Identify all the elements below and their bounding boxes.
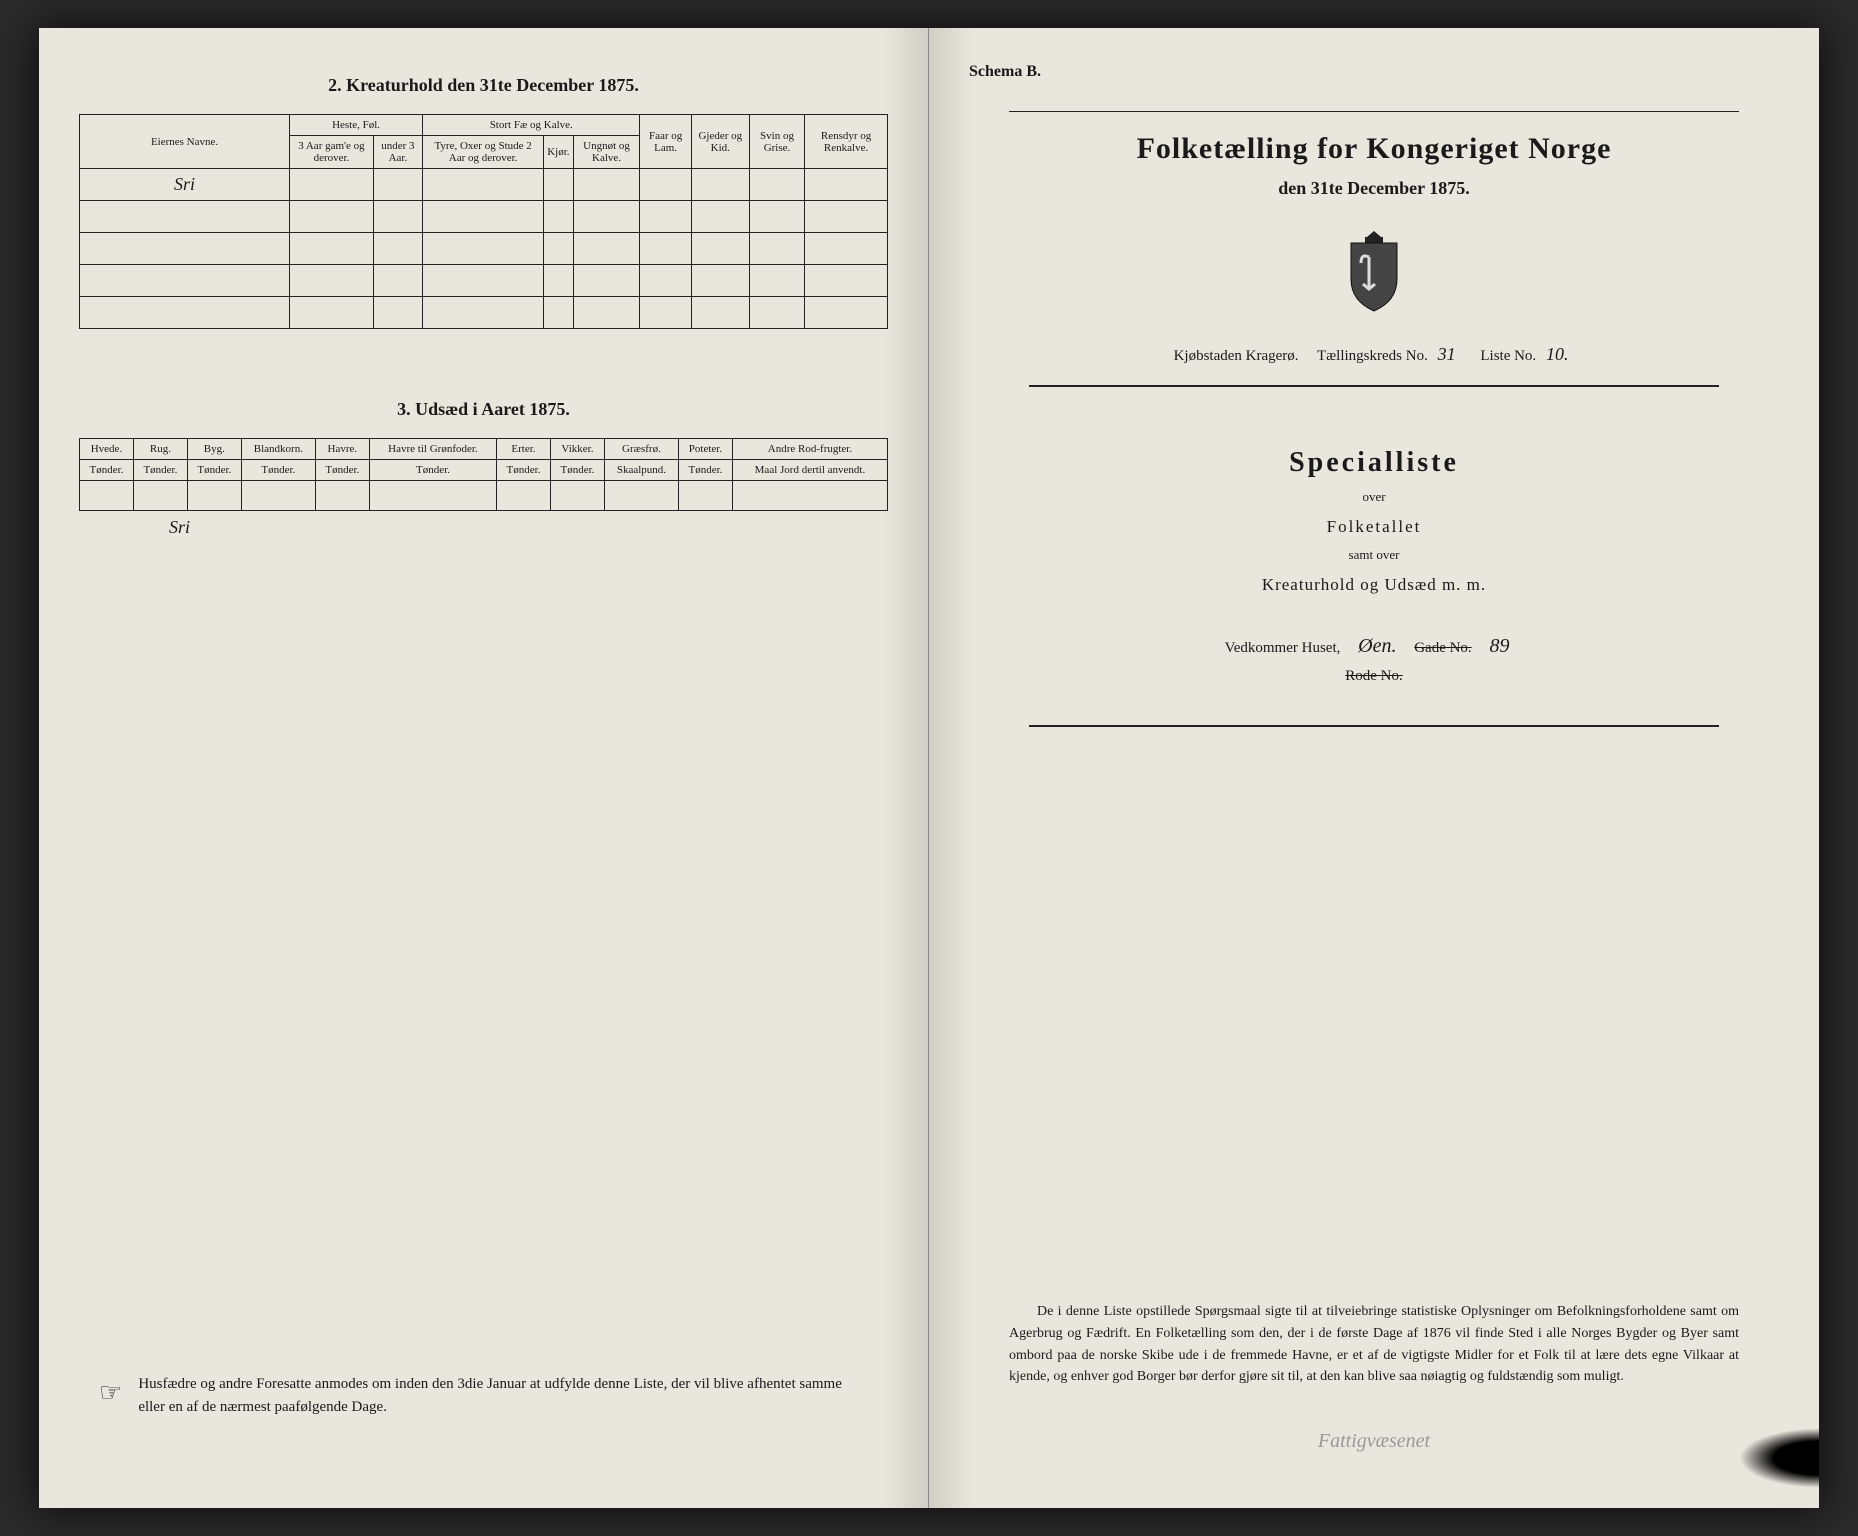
sub-c2: Kjør.	[544, 136, 573, 169]
th: Vikker.	[550, 439, 604, 460]
schema-label: Schema B.	[969, 63, 1779, 81]
th: Poteter.	[678, 439, 732, 460]
house-label: Vedkommer Huset,	[1225, 640, 1341, 656]
sub-c3: Ungnøt og Kalve.	[573, 136, 640, 169]
th: Tønder.	[497, 460, 551, 481]
owner-cell: Sri	[80, 169, 290, 201]
th: Tønder.	[133, 460, 187, 481]
livestock-table: Eiernes Navne. Heste, Føl. Stort Fæ og K…	[79, 114, 888, 329]
kreds-label: Tællingskreds No.	[1317, 348, 1428, 364]
units-row: Tønder. Tønder. Tønder. Tønder. Tønder. …	[80, 460, 888, 481]
section-3-title: 3. Udsæd i Aaret 1875.	[79, 399, 888, 420]
th: Tønder.	[187, 460, 241, 481]
footer-note: ☞ Husfædre og andre Foresatte anmodes om…	[99, 1373, 868, 1418]
th: Erter.	[497, 439, 551, 460]
rode-line: Rode No.	[969, 668, 1779, 685]
th: Rug.	[133, 439, 187, 460]
town-label: Kjøbstaden Kragerø.	[1174, 348, 1299, 364]
meta-line: Kjøbstaden Kragerø. Tællingskreds No. 31…	[969, 344, 1779, 365]
col-pigs: Svin og Grise.	[749, 115, 804, 169]
th: Havre til Grønfoder.	[369, 439, 496, 460]
kreatur-label: Kreaturhold og Udsæd m. m.	[969, 575, 1779, 595]
folketallet-label: Folketallet	[969, 517, 1779, 537]
gade-label: Gade No.	[1414, 640, 1471, 656]
over-label: over	[969, 489, 1779, 505]
footer-text: Husfædre og andre Foresatte anmodes om i…	[138, 1373, 868, 1418]
right-page: Schema B. Folketælling for Kongeriget No…	[929, 28, 1819, 1508]
col-owners: Eiernes Navne.	[80, 115, 290, 169]
section-2-title: 2. Kreaturhold den 31te December 1875.	[79, 75, 888, 96]
th: Tønder.	[369, 460, 496, 481]
table-row	[80, 233, 888, 265]
th: Blandkorn.	[241, 439, 315, 460]
col-reindeer: Rensdyr og Renkalve.	[805, 115, 888, 169]
book-spread: 2. Kreaturhold den 31te December 1875. E…	[39, 28, 1819, 1508]
liste-value: 10.	[1540, 344, 1575, 364]
pointing-hand-icon: ☞	[99, 1373, 122, 1412]
th: Hvede.	[80, 439, 134, 460]
sub-h1: 3 Aar gam'e og derover.	[290, 136, 374, 169]
rode-label: Rode No.	[1345, 668, 1403, 684]
thumb-shadow	[1739, 1428, 1819, 1488]
table-row	[80, 201, 888, 233]
th: Skaalpund.	[604, 460, 678, 481]
table-row	[80, 481, 888, 511]
th: Andre Rod-frugter.	[732, 439, 887, 460]
col-sheep: Faar og Lam.	[640, 115, 691, 169]
left-page: 2. Kreaturhold den 31te December 1875. E…	[39, 28, 929, 1508]
col-cattle: Stort Fæ og Kalve.	[423, 115, 640, 136]
coat-of-arms-icon	[969, 229, 1779, 319]
th: Byg.	[187, 439, 241, 460]
gade-value: 89	[1475, 635, 1523, 657]
table-row	[80, 265, 888, 297]
kreds-value: 31	[1432, 344, 1462, 364]
faint-handwritten: Fattigvæsenet	[1318, 1430, 1430, 1453]
house-handwritten: Øen.	[1344, 635, 1410, 657]
th: Tønder.	[80, 460, 134, 481]
house-line: Vedkommer Huset, Øen. Gade No. 89	[969, 635, 1779, 658]
col-horses: Heste, Føl.	[290, 115, 423, 136]
th: Græsfrø.	[604, 439, 678, 460]
main-title: Folketælling for Kongeriget Norge	[969, 132, 1779, 166]
th: Tønder.	[241, 460, 315, 481]
table-row: Sri	[80, 169, 888, 201]
seeding-table: Hvede. Rug. Byg. Blandkorn. Havre. Havre…	[79, 438, 888, 511]
col-goats: Gjeder og Kid.	[691, 115, 749, 169]
samt-label: samt over	[969, 547, 1779, 563]
special-title: Specialliste	[969, 447, 1779, 479]
th: Tønder.	[315, 460, 369, 481]
liste-label: Liste No.	[1480, 348, 1536, 364]
sub-h2: under 3 Aar.	[373, 136, 422, 169]
th: Tønder.	[678, 460, 732, 481]
sub-c1: Tyre, Oxer og Stude 2 Aar og derover.	[423, 136, 544, 169]
header-row: Hvede. Rug. Byg. Blandkorn. Havre. Havre…	[80, 439, 888, 460]
table-row	[80, 297, 888, 329]
sub-date: den 31te December 1875.	[969, 178, 1779, 199]
bottom-paragraph: De i denne Liste opstillede Spørgsmaal s…	[1009, 1301, 1739, 1388]
th: Tønder.	[550, 460, 604, 481]
seeding-handwritten: Sri	[169, 517, 888, 538]
th: Maal Jord dertil anvendt.	[732, 460, 887, 481]
th: Havre.	[315, 439, 369, 460]
